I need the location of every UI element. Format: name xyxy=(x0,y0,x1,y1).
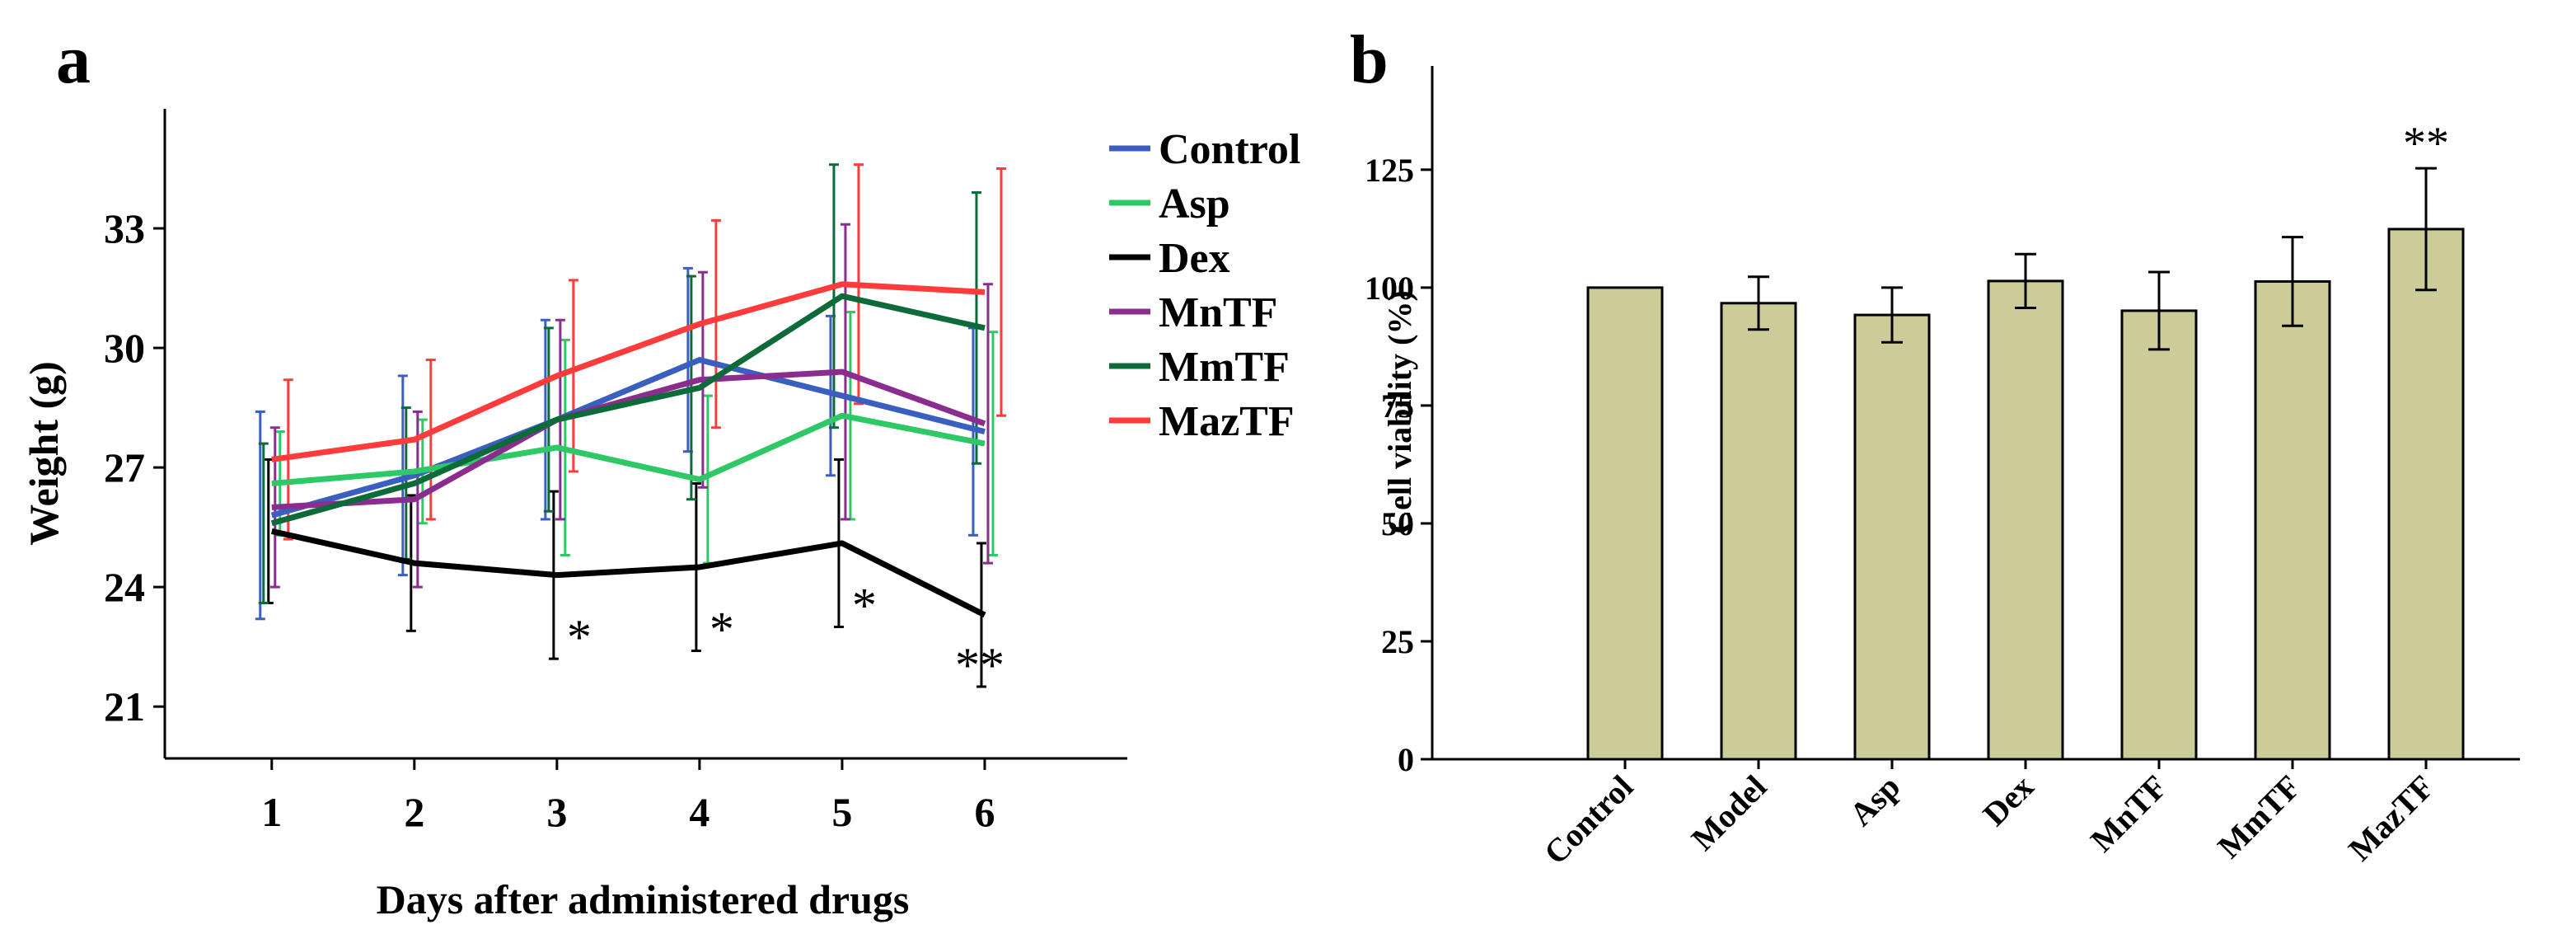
bar-asp xyxy=(1853,313,1931,761)
error-bar-maztf xyxy=(568,279,578,473)
y-tick-label-a: 30 xyxy=(104,325,145,371)
y-tick-label-b: 125 xyxy=(1365,152,1414,189)
y-axis-title-a: Weight (g) xyxy=(21,361,67,546)
x-tick-label-a: 2 xyxy=(404,789,424,835)
x-tick-label-a: 5 xyxy=(831,789,852,835)
panel-label-b: b xyxy=(1350,21,1389,98)
legend-label-control: Control xyxy=(1159,126,1300,173)
bar-dex xyxy=(1987,279,2064,761)
error-bar-dex xyxy=(2015,252,2036,309)
legend-label-mntf: MnTF xyxy=(1159,289,1277,336)
y-tick-label-a: 27 xyxy=(104,444,145,490)
x-tick-label-a: 1 xyxy=(261,789,282,835)
error-bar-maztf xyxy=(710,218,721,429)
x-tick-label-b: Control xyxy=(1537,768,1641,872)
bar-maztf xyxy=(2387,228,2465,761)
x-tick-label-a: 6 xyxy=(974,789,995,835)
x-tick-label-b: Model xyxy=(1684,768,1774,858)
y-tick-label-a: 24 xyxy=(104,564,145,610)
error-bar-control xyxy=(255,410,265,621)
error-bar-mmtf xyxy=(543,326,554,513)
y-tick-label-b: 25 xyxy=(1381,623,1414,660)
error-bar-asp xyxy=(1881,286,1903,344)
x-axis-title-a: Days after administered drugs xyxy=(377,876,910,922)
legend-a: Control Asp Dex MnTF MmTF MazTF xyxy=(1109,126,1300,445)
series-line-mntf xyxy=(271,368,986,510)
error-bar-maztf xyxy=(995,167,1006,417)
error-bar-mmtf xyxy=(828,163,839,429)
x-tick-label-a: 4 xyxy=(689,789,710,835)
x-tick-label-b: Asp xyxy=(1842,768,1907,833)
legend-label-asp: Asp xyxy=(1159,181,1230,228)
error-bar-model xyxy=(1748,275,1769,331)
x-tick-label-b: MmTF xyxy=(2210,768,2307,866)
y-tick-label-b: 50 xyxy=(1381,505,1414,542)
error-bar-mmtf xyxy=(2282,236,2303,327)
x-tick-label-b: MazTF xyxy=(2341,768,2441,868)
x-tick-label-a: 3 xyxy=(546,789,567,835)
series-line-asp xyxy=(271,412,986,486)
bar-control xyxy=(1586,286,1664,761)
series-line-maztf xyxy=(271,281,986,462)
legend-label-dex: Dex xyxy=(1159,235,1230,282)
y-tick-label-b: 75 xyxy=(1381,387,1414,425)
significance-marker-a: * xyxy=(710,602,734,656)
error-bar-control xyxy=(397,374,408,577)
error-bar-control xyxy=(540,318,550,521)
significance-marker-b: ** xyxy=(2403,118,2449,169)
legend-label-maztf: MazTF xyxy=(1159,398,1295,445)
error-bar-asp xyxy=(987,331,998,556)
y-tick-label-b: 100 xyxy=(1365,270,1414,307)
series-line-control xyxy=(270,357,986,519)
error-bar-mntf xyxy=(982,283,993,565)
y-tick-label-b: 0 xyxy=(1398,741,1414,778)
series-line-mmtf xyxy=(270,293,986,527)
x-tick-label-b: Dex xyxy=(1975,768,2040,833)
cell-viability-bar-chart: 0 25 50 75 100 125 Control Model Asp Dex MnTF MmTF… xyxy=(1365,66,2520,871)
series-line-dex xyxy=(271,528,986,618)
bar-mntf xyxy=(2120,309,2198,761)
significance-marker-a: * xyxy=(852,578,877,632)
error-bar-maztf xyxy=(2415,167,2437,292)
error-bar-mmtf xyxy=(258,442,269,604)
panel-label-a: a xyxy=(56,21,91,98)
significance-marker-a: ** xyxy=(955,638,1005,692)
x-tick-label-b: MnTF xyxy=(2083,768,2174,859)
bar-model xyxy=(1720,302,1797,761)
y-tick-label-a: 21 xyxy=(104,683,145,730)
y-tick-label-a: 33 xyxy=(104,205,145,251)
significance-marker-a: * xyxy=(567,610,592,664)
bar-mmtf xyxy=(2254,279,2331,761)
legend-label-mmtf: MmTF xyxy=(1159,344,1290,391)
y-axis-title-b: Cell viability (%) xyxy=(1381,290,1418,534)
error-bar-mntf xyxy=(2148,270,2170,351)
